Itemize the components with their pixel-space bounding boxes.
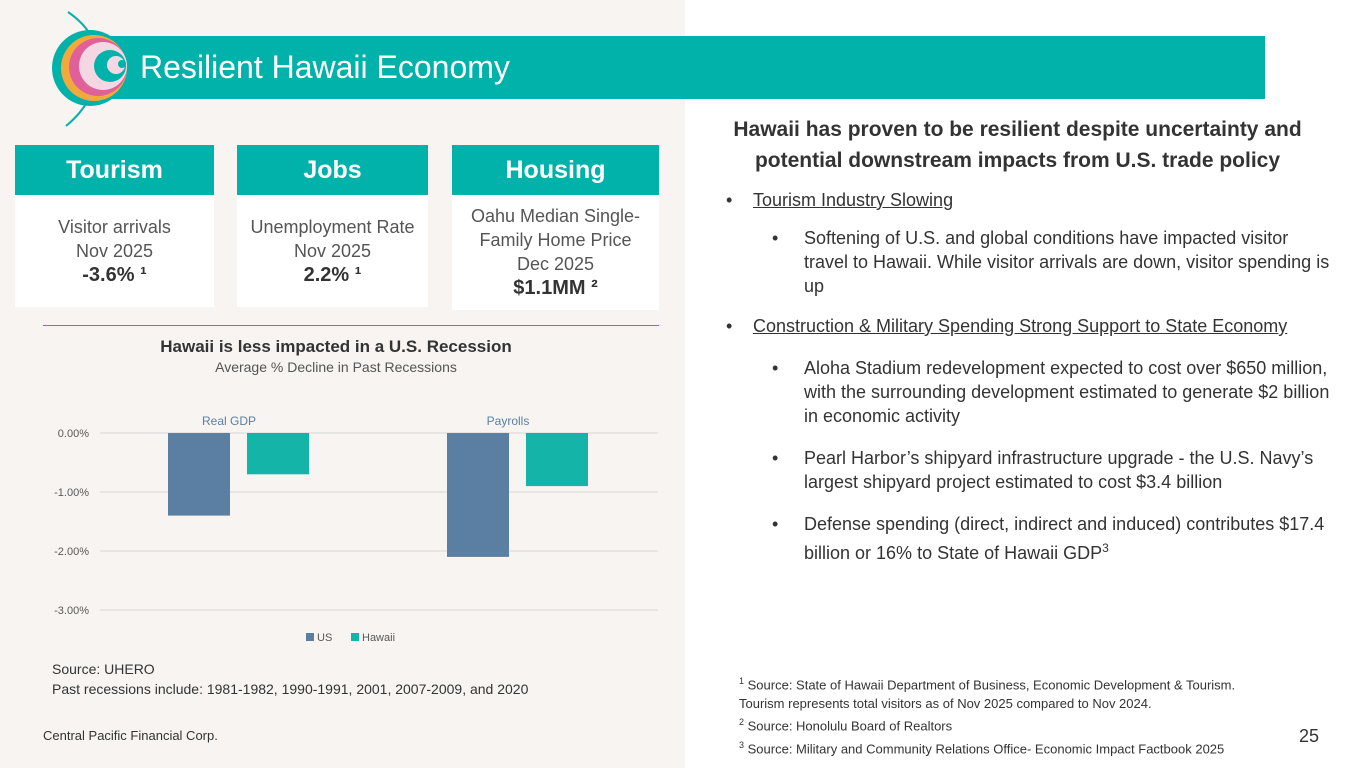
bullet-tourism-text: Tourism Industry Slowing — [753, 190, 954, 210]
divider — [43, 325, 659, 326]
sub-bullet-tourism: • Softening of U.S. and global conditions… — [772, 228, 1330, 296]
legend-swatch-us — [306, 633, 314, 641]
tourism-card-value: -3.6% ¹ — [82, 264, 147, 286]
tourism-card-body: Visitor arrivals Nov 2025 -3.6% ¹ — [15, 195, 214, 307]
sub-bullet-defense: • Defense spending (direct, indirect and … — [772, 514, 1325, 563]
bar-us-payrolls — [447, 433, 509, 557]
sub-bullet-tourism-text: Softening of U.S. and global conditions … — [804, 228, 1330, 296]
housing-card-body: Oahu Median Single- Family Home Price De… — [452, 195, 659, 310]
category-label: Payrolls — [487, 414, 530, 428]
y-tick-label: -1.00% — [54, 487, 89, 499]
source-line-2: Past recessions include: 1981-1982, 1990… — [52, 681, 529, 697]
recession-bar-chart: 0.00% -1.00% -2.00% -3.00% Real GDP Payrolls U… — [54, 414, 658, 644]
y-tick-label: 0.00% — [58, 428, 89, 440]
jobs-card-header: Jobs — [237, 145, 428, 195]
housing-card-date: Dec 2025 — [516, 254, 595, 274]
logo-icon — [52, 11, 128, 127]
housing-card-header: Housing — [452, 145, 659, 195]
y-tick-label: -2.00% — [54, 546, 89, 558]
sub-bullet-stadium-text: Aloha Stadium redevelopment expected to … — [804, 358, 1330, 426]
footnote-1: 1 Source: State of Hawaii Department of … — [739, 676, 1236, 693]
sub-bullet-defense-text: Defense spending (direct, indirect and i… — [804, 514, 1325, 563]
housing-card-label-2: Family Home Price — [479, 230, 632, 250]
bar-hawaii-real-gdp — [247, 433, 309, 475]
bullet-construction-text: Construction & Military Spending Strong … — [753, 316, 1288, 336]
housing-card-value: $1.1MM ² — [513, 277, 598, 299]
category-label: Real GDP — [202, 414, 256, 428]
title-bar — [95, 36, 1265, 99]
tourism-card-header: Tourism — [15, 145, 214, 195]
footnote-1b: Tourism represents total visitors as of … — [739, 695, 1152, 711]
company-name: Central Pacific Financial Corp. — [43, 728, 218, 743]
y-tick-label: -3.00% — [54, 605, 89, 617]
right-heading: Hawaii has proven to be resilient despit… — [733, 118, 1302, 172]
source-note: Source: UHERO Past recessions include: 1… — [52, 659, 528, 699]
left-panel — [0, 0, 685, 768]
legend-label-hawaii: Hawaii — [362, 632, 395, 644]
bullet-list: • Tourism Industry Slowing • Softening of … — [722, 188, 1332, 565]
tourism-card-label: Visitor arrivals — [58, 217, 171, 237]
bullet-tourism: • Tourism Industry Slowing — [726, 190, 954, 210]
chart-subtitle: Average % Decline in Past Recessions — [215, 359, 457, 375]
jobs-card-date: Nov 2025 — [293, 241, 372, 261]
footnote-2: 2 Source: Honolulu Board of Realtors — [739, 717, 953, 734]
sub-bullet-pearl-harbor-text: Pearl Harbor’s shipyard infrastructure u… — [804, 448, 1314, 492]
page-number: 25 — [1299, 726, 1320, 746]
footnote-3: 3 Source: Military and Community Relatio… — [739, 740, 1225, 757]
bar-hawaii-payrolls — [526, 433, 588, 487]
legend-label-us: US — [317, 632, 332, 644]
source-line-1: Source: UHERO — [52, 661, 155, 677]
sub-bullet-pearl-harbor: • Pearl Harbor’s shipyard infrastructure … — [772, 448, 1314, 492]
jobs-card-value: 2.2% ¹ — [303, 264, 362, 286]
jobs-card-body: Unemployment Rate Nov 2025 2.2% ¹ — [237, 195, 428, 307]
sub-bullet-stadium: • Aloha Stadium redevelopment expected to… — [772, 358, 1330, 426]
legend-swatch-hawaii — [351, 633, 359, 641]
page-title: Resilient Hawaii Economy — [140, 49, 510, 85]
defense-footnote-ref: 3 — [1102, 541, 1109, 555]
tourism-card-date: Nov 2025 — [75, 241, 154, 261]
chart-title: Hawaii is less impacted in a U.S. Recess… — [160, 337, 512, 356]
jobs-card-label: Unemployment Rate — [250, 217, 415, 237]
bar-us-real-gdp — [168, 433, 230, 516]
bullet-construction: • Construction & Military Spending Strong… — [726, 316, 1288, 336]
footnotes: 1 Source: State of Hawaii Department of … — [739, 672, 1235, 759]
housing-card-label-1: Oahu Median Single- — [470, 206, 641, 226]
